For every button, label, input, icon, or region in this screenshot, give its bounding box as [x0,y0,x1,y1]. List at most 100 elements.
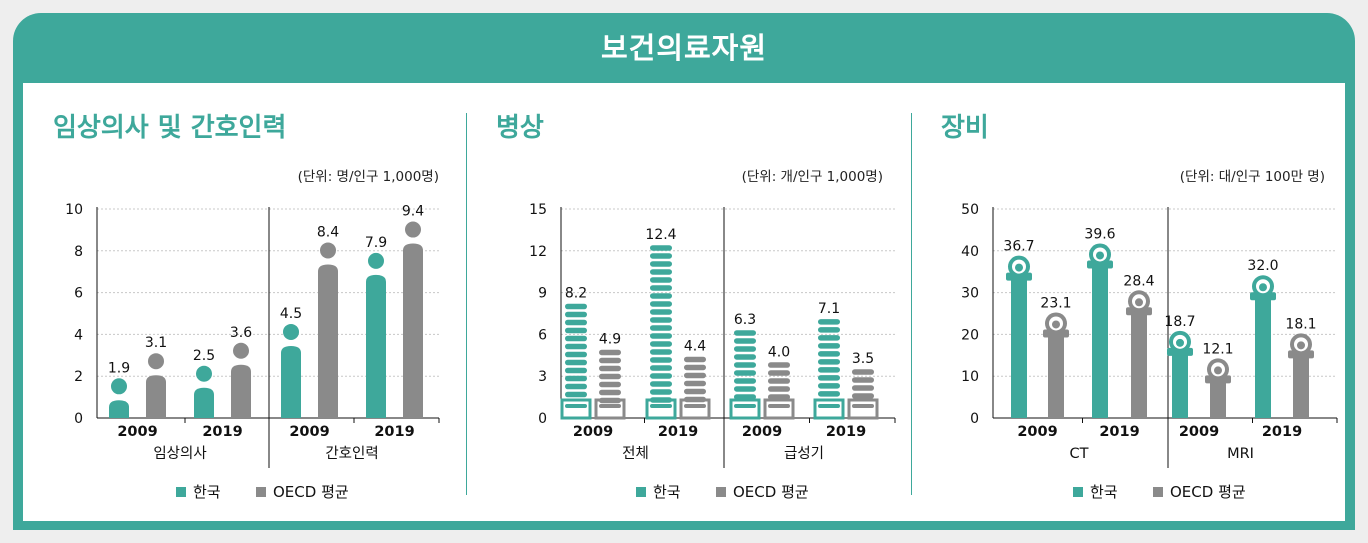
bar-oecd-patient [1214,366,1222,375]
x-tick-label: 2019 [202,424,242,440]
legend-label-korea: 한국 [653,483,681,501]
y-tick-label: 30 [961,286,979,302]
y-tick-label: 3 [538,369,547,385]
bar-oecd-head [320,242,336,259]
bar-oecd [847,369,879,420]
bar-korea [366,252,386,418]
y-tick-label: 9 [538,286,547,302]
bar-oecd [1288,333,1314,418]
bar-korea-slat [818,391,840,397]
bar-oecd-head [405,221,421,238]
bar-korea-slat [734,346,756,352]
bar-oecd-slat [768,370,790,376]
bar-korea-patient [1015,263,1023,272]
bar-korea [281,323,301,418]
bar-korea-slat [650,357,672,363]
bar-korea-slat [650,245,672,251]
bar-korea-head [368,252,384,269]
bar-korea-slat [734,370,756,376]
bar-korea-slat [818,335,840,341]
data-label-korea: 4.5 [280,306,302,322]
panel-title-doctors-nurses: 임상의사 및 간호인력 [53,113,287,143]
bar-korea-slat [734,362,756,368]
y-tick-label: 15 [529,202,547,218]
bar-korea-slat [734,338,756,344]
data-label-oecd: 18.1 [1285,316,1316,332]
bar-korea [1167,330,1193,418]
bar-oecd-body [318,264,338,418]
bar-oecd-frame [679,398,711,420]
bar-korea-frame [729,398,761,420]
panel-unit-doctors-nurses: (단위: 명/인구 1,000명) [297,169,439,185]
y-tick-label: 40 [961,244,979,260]
bar-oecd-slat [599,349,621,356]
bar-oecd-slat [852,377,874,383]
bar-oecd-slat [599,397,621,404]
bar-korea-slat [565,351,587,358]
bar-korea-patient [1096,251,1104,260]
bar-oecd [146,353,166,418]
data-label-korea: 1.9 [108,360,130,376]
y-tick-label: 2 [74,369,83,385]
x-tick-label: 2019 [374,424,414,440]
bar-oecd-slat [852,393,874,399]
y-tick-label: 0 [74,411,83,427]
bar-korea-slat [650,389,672,395]
bar-korea-column [1255,294,1271,418]
data-label-oecd: 4.0 [768,344,790,360]
bar-korea-column [1092,262,1108,418]
panel-title-beds: 병상 [496,113,544,143]
legend: 한국 OECD 평균 [636,483,809,501]
data-label-oecd: 12.1 [1202,341,1233,357]
data-label-korea: 39.6 [1084,226,1115,242]
bar-korea-patient [1259,283,1267,292]
bar-oecd-body [231,364,251,418]
bar-korea-column [1011,274,1027,418]
data-label-korea: 12.4 [645,227,676,243]
bar-oecd-slat [852,385,874,391]
bar-korea-slat [650,325,672,331]
bar-korea-slat [818,359,840,365]
bar-korea-slat [650,285,672,291]
bar-oecd-column [1293,352,1309,418]
bar-korea [645,245,677,420]
bar-oecd-column [1210,377,1226,418]
bar-korea-slat [565,375,587,382]
legend-swatch-korea [1073,487,1083,497]
legend: 한국 OECD 평균 [176,483,349,501]
bar-oecd-slat [684,372,706,379]
chart-beds: 03691215전체20098.24.9201912.44.4급성기20096.… [529,202,896,501]
data-label-oecd: 28.4 [1123,273,1154,289]
bar-korea-slat [734,378,756,384]
y-tick-label: 12 [529,244,547,260]
bar-oecd-column [1131,309,1147,418]
y-tick-label: 20 [961,327,979,343]
bar-oecd [594,349,626,420]
bar-korea [109,378,129,418]
data-label-korea: 8.2 [565,286,587,302]
bar-korea-slat [734,330,756,336]
bar-korea-slat [650,253,672,259]
bar-korea [194,365,214,418]
data-label-oecd: 4.9 [599,332,621,348]
y-tick-label: 6 [74,286,83,302]
bar-oecd-slat [599,373,621,380]
bar-korea-head [111,378,127,395]
bar-oecd-slat [684,364,706,371]
y-tick-label: 0 [970,411,979,427]
bar-korea-body [109,400,129,418]
bar-oecd [763,362,795,420]
bar-oecd-patient [1052,320,1060,329]
legend-label-korea: 한국 [193,483,221,501]
x-tick-label: 2009 [1017,424,1057,440]
bar-oecd-body [403,243,423,418]
bar-korea [729,330,761,420]
x-tick-label: 2019 [1262,424,1302,440]
data-label-korea: 2.5 [193,348,215,364]
legend-swatch-oecd [1153,487,1163,497]
bar-oecd-slat [684,388,706,395]
bar-oecd-slat [768,394,790,400]
x-tick-label: 2019 [658,424,698,440]
bar-oecd-slat [768,404,790,408]
data-label-oecd: 8.4 [317,224,339,240]
